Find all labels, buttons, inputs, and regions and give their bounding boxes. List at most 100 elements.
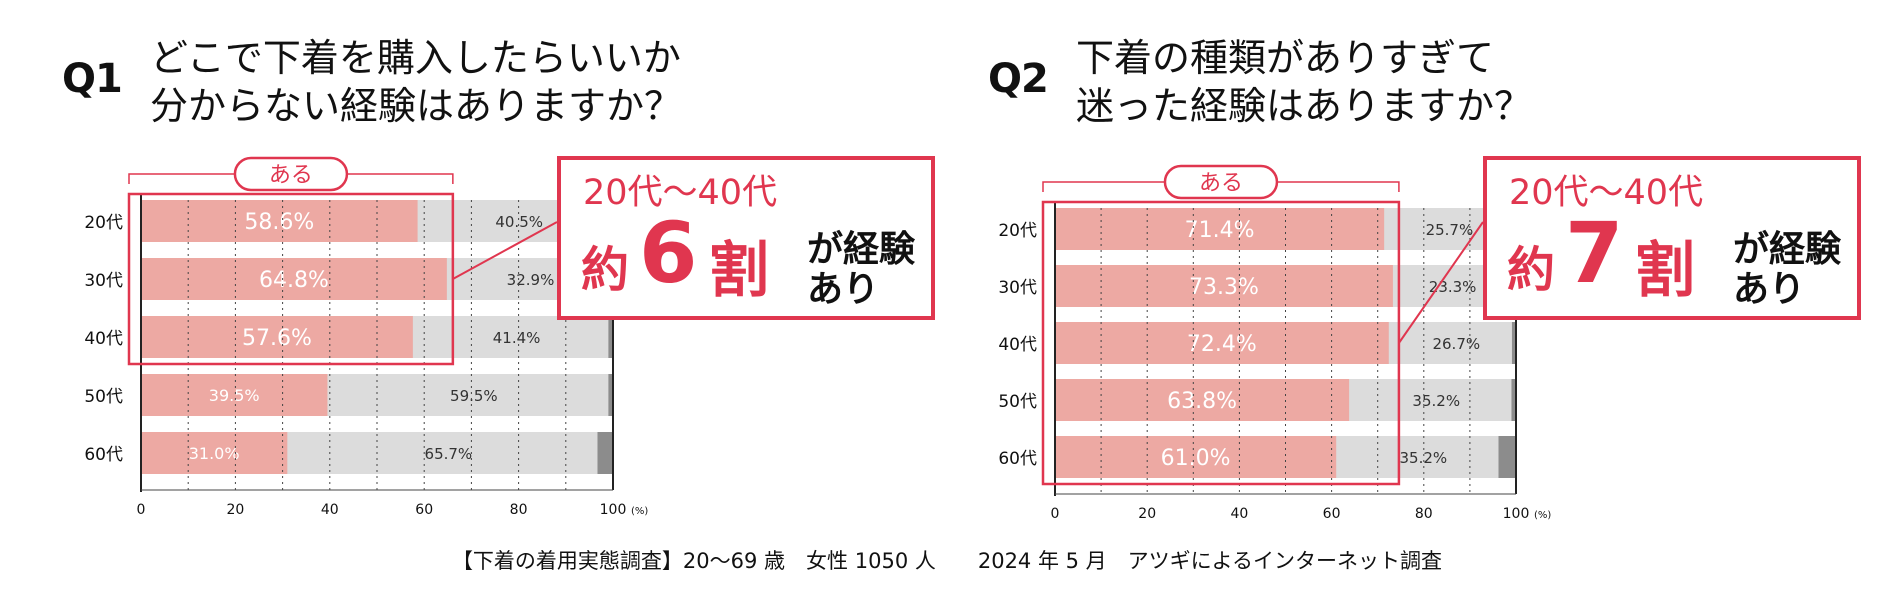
category-label: 50代 <box>84 387 123 407</box>
callout-age-range: 20代〜40代 <box>583 173 778 213</box>
data-label-yes: 71.4% <box>1185 218 1255 243</box>
x-tick-label: 40 <box>1230 506 1248 522</box>
bar-segment-other <box>608 316 613 358</box>
data-label-yes: 61.0% <box>1161 446 1231 471</box>
bar-segment-yes <box>1055 379 1350 421</box>
data-label-yes: 58.6% <box>244 210 314 235</box>
x-tick-label: 100 <box>1503 506 1530 522</box>
bar-segment-yes <box>1055 322 1389 364</box>
bracket-label: ある <box>1199 171 1243 196</box>
bar-segment-yes <box>141 200 418 242</box>
callout-suffix-line1: が経験 <box>807 229 916 270</box>
question-title-line2: 分からない経験はありますか？ <box>150 84 683 128</box>
callout-wari: 割 <box>709 236 769 306</box>
bar-segment-no <box>1392 265 1501 307</box>
data-label-yes: 72.4% <box>1187 332 1257 357</box>
question-title-q2: 下着の種類がありすぎて 迷った経験はありますか？ <box>1076 34 1532 130</box>
bar-segment-yes <box>141 374 328 416</box>
x-tick-label: 40 <box>321 502 339 518</box>
bar-segment-other <box>1498 436 1516 478</box>
category-label: 40代 <box>998 335 1037 355</box>
callout-big-number: 7 <box>1565 204 1623 302</box>
bar-segment-yes <box>1055 265 1393 307</box>
callout-age-range: 20代〜40代 <box>1509 173 1704 213</box>
bar-segment-other <box>1511 322 1516 364</box>
data-label-no: 35.2% <box>1412 392 1460 410</box>
data-label-yes: 39.5% <box>209 386 260 405</box>
data-label-no: 40.5% <box>495 213 543 231</box>
data-label-no: 32.9% <box>507 271 555 289</box>
bar-segment-no <box>412 316 609 358</box>
callout-approx: 約 <box>581 242 630 298</box>
bar-segment-no <box>1384 208 1503 250</box>
x-tick-label: 20 <box>1138 506 1156 522</box>
bracket-label-pill <box>1163 164 1279 200</box>
data-label-yes: 57.6% <box>242 326 312 351</box>
callout-approx: 約 <box>1507 242 1556 298</box>
callout-suffix-line2: あり <box>807 269 880 310</box>
x-tick-label: 60 <box>415 502 433 518</box>
category-label: 20代 <box>998 221 1037 241</box>
data-label-no: 26.7% <box>1432 335 1480 353</box>
data-label-no: 23.3% <box>1429 278 1477 296</box>
data-label-yes: 63.8% <box>1167 389 1237 414</box>
callout-q2: 20代〜40代 約 7 割 が経験 あり <box>1483 156 1861 320</box>
bar-segment-no <box>1336 436 1499 478</box>
question-number-q1: Q1 <box>62 56 123 102</box>
callout-connector <box>1398 221 1484 344</box>
bar-segment-other <box>608 374 613 416</box>
bar-segment-no <box>1349 379 1512 421</box>
x-tick-label: 80 <box>1415 506 1433 522</box>
callout-suffix-line1: が経験 <box>1733 229 1842 270</box>
category-label: 30代 <box>998 278 1037 298</box>
data-label-no: 65.7% <box>425 445 473 463</box>
category-label: 50代 <box>998 392 1037 412</box>
data-label-no: 25.7% <box>1426 221 1474 239</box>
question-title-line1: 下着の種類がありすぎて <box>1076 36 1495 80</box>
data-label-no: 59.5% <box>450 387 498 405</box>
data-label-no: 35.2% <box>1400 449 1448 467</box>
category-label: 20代 <box>84 213 123 233</box>
bar-segment-yes <box>1055 208 1385 250</box>
bar-segment-yes <box>1055 436 1337 478</box>
x-tick-label: 20 <box>226 502 244 518</box>
bar-segment-yes <box>141 316 413 358</box>
data-label-no: 41.4% <box>493 329 541 347</box>
category-label: 60代 <box>84 445 123 465</box>
x-tick-label: 60 <box>1323 506 1341 522</box>
chart-2: 71.4% 25.7% 20代 73.3% 23.3% 30代 72.4% 26.7% 40代 6… <box>998 164 1551 522</box>
data-label-yes: 64.8% <box>259 268 329 293</box>
chart-1: 58.6% 40.5% 20代 64.8% 32.9% 30代 57.6% 41.4% 40代 3… <box>84 156 648 518</box>
callout-big-number: 6 <box>639 204 697 302</box>
survey-footnote: 【下着の着用実態調査】20〜69 歳 女性 1050 人 2024 年 5 月 … <box>451 549 1443 573</box>
data-label-yes: 31.0% <box>189 444 240 463</box>
callout-wari: 割 <box>1635 236 1695 306</box>
bar-segment-no <box>287 432 598 474</box>
category-label: 40代 <box>84 329 123 349</box>
bracket-label: ある <box>269 163 313 188</box>
callout-q1: 20代〜40代 約 6 割 が経験 あり <box>557 156 935 320</box>
x-tick-label: 100 <box>600 502 627 518</box>
question-title-q1: どこで下着を購入したらいいか 分からない経験はありますか？ <box>150 34 682 130</box>
callout-connector <box>452 221 558 280</box>
bracket-label-pill <box>233 156 349 192</box>
category-label: 60代 <box>998 449 1037 469</box>
x-tick-label: 0 <box>137 502 146 518</box>
x-tick-label: 0 <box>1051 506 1060 522</box>
x-axis-unit: (%) <box>1534 510 1551 521</box>
bar-segment-other <box>597 432 613 474</box>
bar-segment-yes <box>141 258 447 300</box>
x-axis-unit: (%) <box>631 506 648 517</box>
bar-segment-yes <box>141 432 288 474</box>
callout-suffix-line2: あり <box>1733 269 1806 310</box>
question-title-line2: 迷った経験はありますか？ <box>1076 84 1533 128</box>
question-title-line1: どこで下着を購入したらいいか <box>150 36 681 80</box>
data-label-yes: 73.3% <box>1189 275 1259 300</box>
category-label: 30代 <box>84 271 123 291</box>
question-number-q2: Q2 <box>988 56 1049 102</box>
bar-segment-other <box>1511 379 1516 421</box>
x-tick-label: 80 <box>510 502 528 518</box>
bar-segment-no <box>327 374 609 416</box>
